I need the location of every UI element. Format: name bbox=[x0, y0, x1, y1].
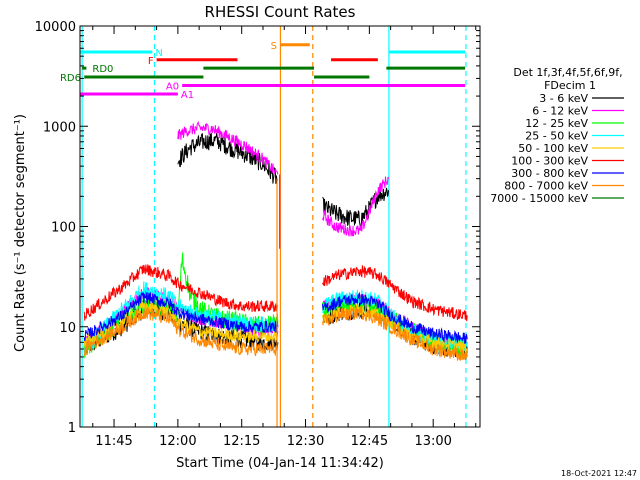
legend: Det 1f,3f,4f,5f,6f,9f, FDecim 1 3 - 6 ke… bbox=[490, 66, 624, 205]
series-7-segment-0 bbox=[83, 306, 279, 357]
series-6-segment-0 bbox=[83, 292, 279, 342]
series-7-segment-1 bbox=[322, 306, 468, 362]
x-tick-label-1: 12:00 bbox=[159, 434, 196, 449]
flag-label-rd6: RD6 bbox=[60, 73, 81, 84]
chart-title: RHESSI Count Rates bbox=[205, 3, 356, 21]
y-tick-label-3: 1000 bbox=[43, 120, 76, 135]
flag-label-f: F bbox=[148, 56, 154, 67]
series-5-segment-1 bbox=[322, 265, 468, 322]
legend-entry-label-3: 25 - 50 keV bbox=[525, 130, 588, 143]
legend-entry-label-4: 50 - 100 keV bbox=[518, 142, 588, 155]
series-6-segment-1 bbox=[322, 291, 468, 344]
legend-entry-label-7: 800 - 7000 keV bbox=[504, 180, 588, 193]
x-axis-label: Start Time (04-Jan-14 11:34:42) bbox=[176, 456, 384, 471]
series-1-segment-2 bbox=[322, 176, 389, 237]
x-axis-ticks: 11:45 12:00 12:15 12:30 12:45 13:00 bbox=[92, 26, 477, 449]
legend-entry-label-0: 3 - 6 keV bbox=[539, 92, 588, 105]
x-tick-label-5: 13:00 bbox=[414, 434, 451, 449]
series-2-segment-0 bbox=[83, 252, 279, 359]
legend-entry-label-5: 100 - 300 keV bbox=[511, 155, 588, 168]
y-axis-ticks: 1 10 100 1000 10000 bbox=[35, 20, 480, 436]
series-layer bbox=[83, 120, 468, 427]
series-0-segment-1 bbox=[177, 132, 279, 184]
y-tick-label-4: 10000 bbox=[35, 20, 76, 35]
generated-timestamp: 18-Oct-2021 12:47 bbox=[561, 469, 637, 478]
series-1-segment-1 bbox=[177, 120, 279, 175]
x-tick-label-4: 12:45 bbox=[351, 434, 388, 449]
flag-label-a0: A0 bbox=[166, 81, 179, 92]
y-tick-label-1: 10 bbox=[59, 321, 76, 336]
flag-label-s: S bbox=[271, 41, 277, 52]
legend-entry-label-6: 300 - 800 keV bbox=[511, 167, 588, 180]
y-axis-label: Count Rate (s⁻¹ detector segment⁻¹) bbox=[13, 114, 28, 352]
flag-label-rd0: RD0 bbox=[92, 64, 113, 75]
series-0-segment-2 bbox=[322, 187, 390, 228]
x-tick-label-2: 12:15 bbox=[223, 434, 260, 449]
legend-entry-label-8: 7000 - 15000 keV bbox=[490, 192, 588, 205]
y-tick-label-2: 100 bbox=[51, 221, 76, 236]
x-tick-label-3: 12:30 bbox=[287, 434, 324, 449]
legend-entry-label-1: 6 - 12 keV bbox=[532, 105, 588, 118]
legend-entry-label-2: 12 - 25 keV bbox=[525, 117, 588, 130]
y-tick-label-0: 1 bbox=[68, 421, 76, 436]
series-5-segment-0 bbox=[83, 264, 279, 321]
series-3-segment-0 bbox=[83, 281, 279, 355]
flag-label-a1: A1 bbox=[181, 90, 194, 101]
x-tick-label-0: 11:45 bbox=[95, 434, 132, 449]
legend-header-fdecim: FDecim 1 bbox=[544, 79, 596, 92]
legend-header-detectors: Det 1f,3f,4f,5f,6f,9f, bbox=[513, 66, 622, 79]
flag-label-n: N bbox=[155, 48, 162, 59]
